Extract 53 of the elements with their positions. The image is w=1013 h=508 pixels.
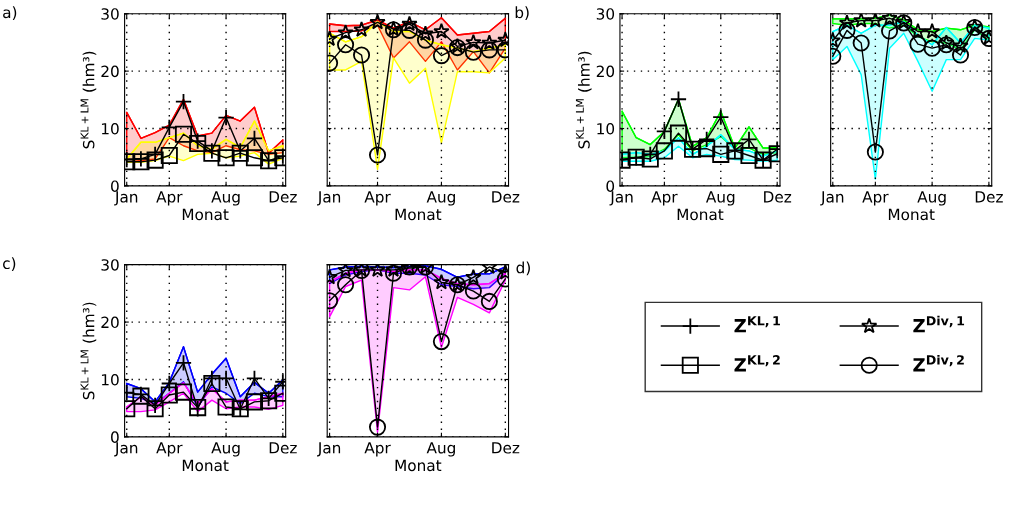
x-axis-title: Monat: [395, 208, 442, 221]
x-tick-label: Apr: [862, 191, 889, 206]
x-tick-label: Apr: [364, 191, 391, 206]
text: a): [3, 6, 17, 20]
x-tick-label: Apr: [156, 191, 183, 206]
y-tick-label: 20: [101, 65, 119, 78]
x-tick-label: Aug: [705, 191, 735, 206]
x-tick-label: Dez: [492, 191, 520, 203]
x-tick-label: Dez: [269, 191, 297, 203]
y-axis-title: S$^{KL+LM}$ (hm³): [575, 51, 592, 149]
text: d): [516, 261, 530, 276]
x-tick-label: Dez: [975, 191, 1003, 203]
y-axis-title: S$^{KL+LM}$ (hm³): [80, 51, 97, 149]
y-tick-label: 30: [596, 8, 615, 20]
legend-label: Z$^{KL,2}$: [734, 355, 780, 372]
y-tick-label: 0: [606, 180, 615, 192]
legend-label: Z$^{Div,2}$: [913, 354, 964, 372]
y-tick-label: 0: [111, 431, 119, 443]
y-tick-label: 30: [101, 259, 119, 271]
y-tick-label: 10: [101, 122, 119, 135]
x-tick-label: Jan: [114, 191, 138, 206]
x-axis-title: Monat: [182, 459, 229, 472]
x-tick-label: Apr: [651, 191, 678, 206]
x-tick-label: Dez: [492, 442, 520, 454]
x-axis-title: Monat: [888, 208, 935, 221]
x-tick-label: Dez: [764, 191, 792, 203]
x-axis-title: Monat: [182, 208, 229, 221]
y-axis-title: S$^{KL+LM}$ (hm³): [80, 302, 97, 400]
x-tick-label: Aug: [211, 191, 240, 206]
x-tick-label: Jan: [820, 191, 844, 206]
y-tick-label: 20: [101, 316, 119, 329]
legend-label: Z$^{Div,1}$: [913, 315, 965, 333]
text: c): [3, 257, 16, 271]
y-tick-label: 10: [101, 373, 119, 386]
y-tick-label: 30: [101, 8, 119, 20]
x-tick-label: Aug: [426, 191, 455, 206]
x-tick-label: Apr: [364, 442, 391, 457]
x-tick-label: Jan: [114, 442, 138, 457]
x-tick-label: Jan: [317, 442, 341, 457]
x-tick-label: Aug: [917, 191, 946, 206]
x-tick-label: Dez: [269, 442, 297, 454]
text: b): [515, 6, 529, 20]
x-tick-label: Aug: [211, 442, 240, 457]
x-tick-label: Jan: [609, 191, 633, 206]
y-tick-label: 10: [597, 122, 615, 135]
x-axis-title: Monat: [395, 459, 442, 472]
x-tick-label: Jan: [317, 191, 341, 206]
x-tick-label: Aug: [426, 442, 455, 457]
y-tick-label: 20: [596, 65, 615, 78]
x-tick-label: Apr: [156, 442, 183, 457]
legend-label: Z$^{KL,1}$: [734, 316, 780, 333]
x-axis-title: Monat: [677, 208, 724, 221]
y-tick-label: 0: [111, 180, 119, 192]
